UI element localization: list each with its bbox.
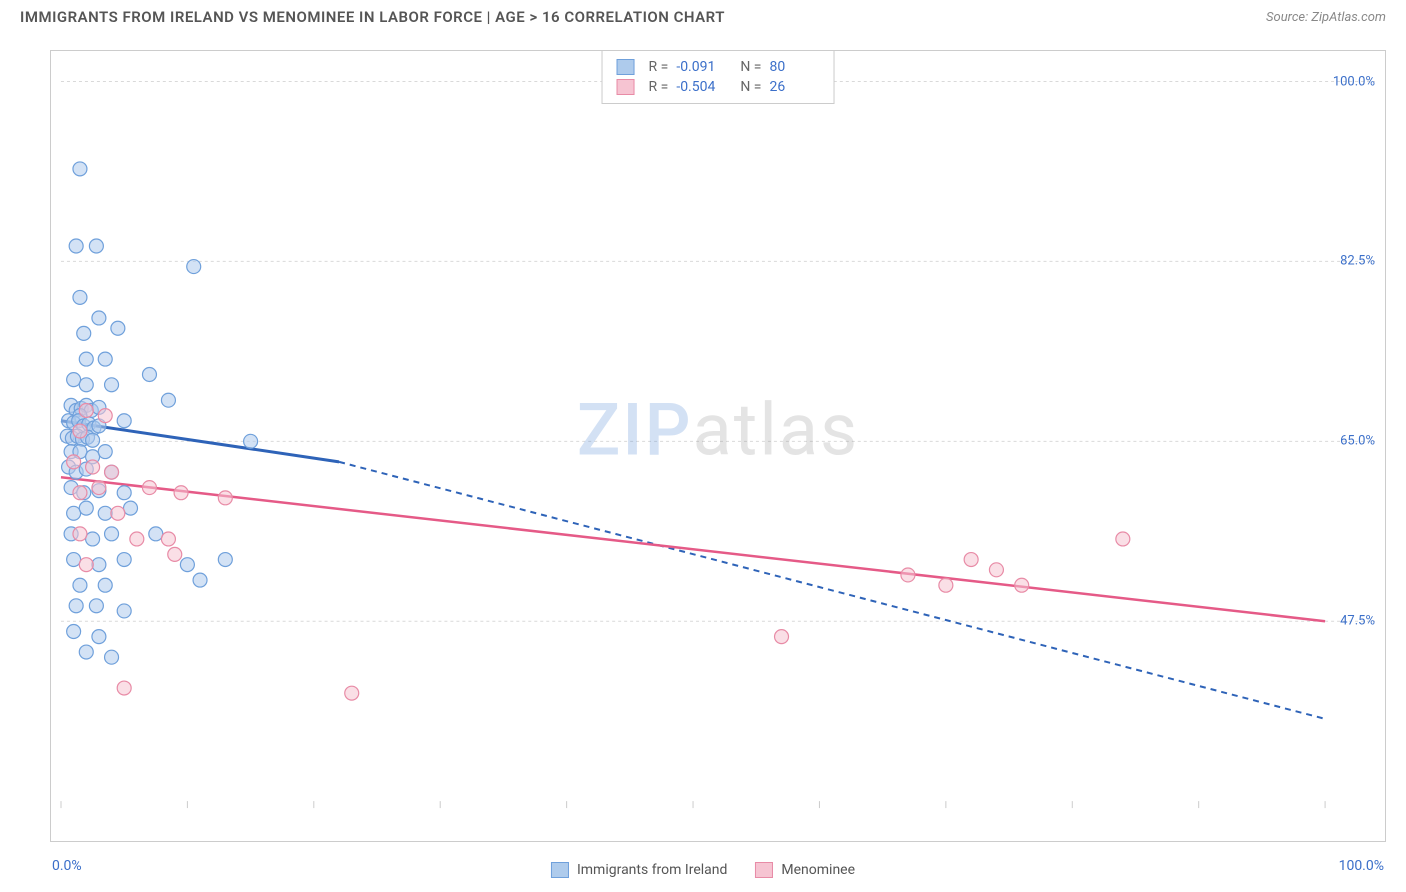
n-value-blue: 80	[769, 59, 819, 75]
n-label: N =	[740, 59, 761, 75]
legend-swatch-blue	[617, 59, 635, 75]
r-value-pink: -0.504	[676, 79, 726, 95]
legend-swatch-ireland	[551, 862, 569, 878]
r-label: R =	[649, 79, 669, 95]
n-label: N =	[740, 79, 761, 95]
legend-item-ireland: Immigrants from Ireland	[551, 862, 727, 878]
series-legend: Immigrants from Ireland Menominee	[551, 862, 855, 878]
legend-label-ireland: Immigrants from Ireland	[577, 862, 727, 878]
legend-swatch-pink	[617, 79, 635, 95]
chart-title: IMMIGRANTS FROM IRELAND VS MENOMINEE IN …	[20, 8, 725, 26]
y-tick-label: 82.5%	[1340, 254, 1375, 269]
legend-row-pink: R = -0.504 N = 26	[617, 77, 820, 97]
r-label: R =	[649, 59, 669, 75]
correlation-legend: R = -0.091 N = 80 R = -0.504 N = 26	[602, 51, 835, 104]
chart-area: ZIPatlas R = -0.091 N = 80 R = -0.504 N …	[50, 50, 1386, 842]
scatter-plot-svg	[51, 51, 1385, 841]
x-axis-min-label: 0.0%	[52, 858, 82, 874]
legend-label-menominee: Menominee	[781, 862, 855, 878]
source-label: Source: ZipAtlas.com	[1266, 10, 1386, 25]
y-tick-label: 65.0%	[1340, 434, 1375, 449]
legend-item-menominee: Menominee	[755, 862, 855, 878]
y-tick-label: 47.5%	[1340, 614, 1375, 629]
n-value-pink: 26	[769, 79, 819, 95]
y-tick-label: 100.0%	[1333, 74, 1375, 89]
legend-swatch-menominee	[755, 862, 773, 878]
legend-row-blue: R = -0.091 N = 80	[617, 57, 820, 77]
x-axis-max-label: 100.0%	[1339, 858, 1384, 874]
r-value-blue: -0.091	[676, 59, 726, 75]
